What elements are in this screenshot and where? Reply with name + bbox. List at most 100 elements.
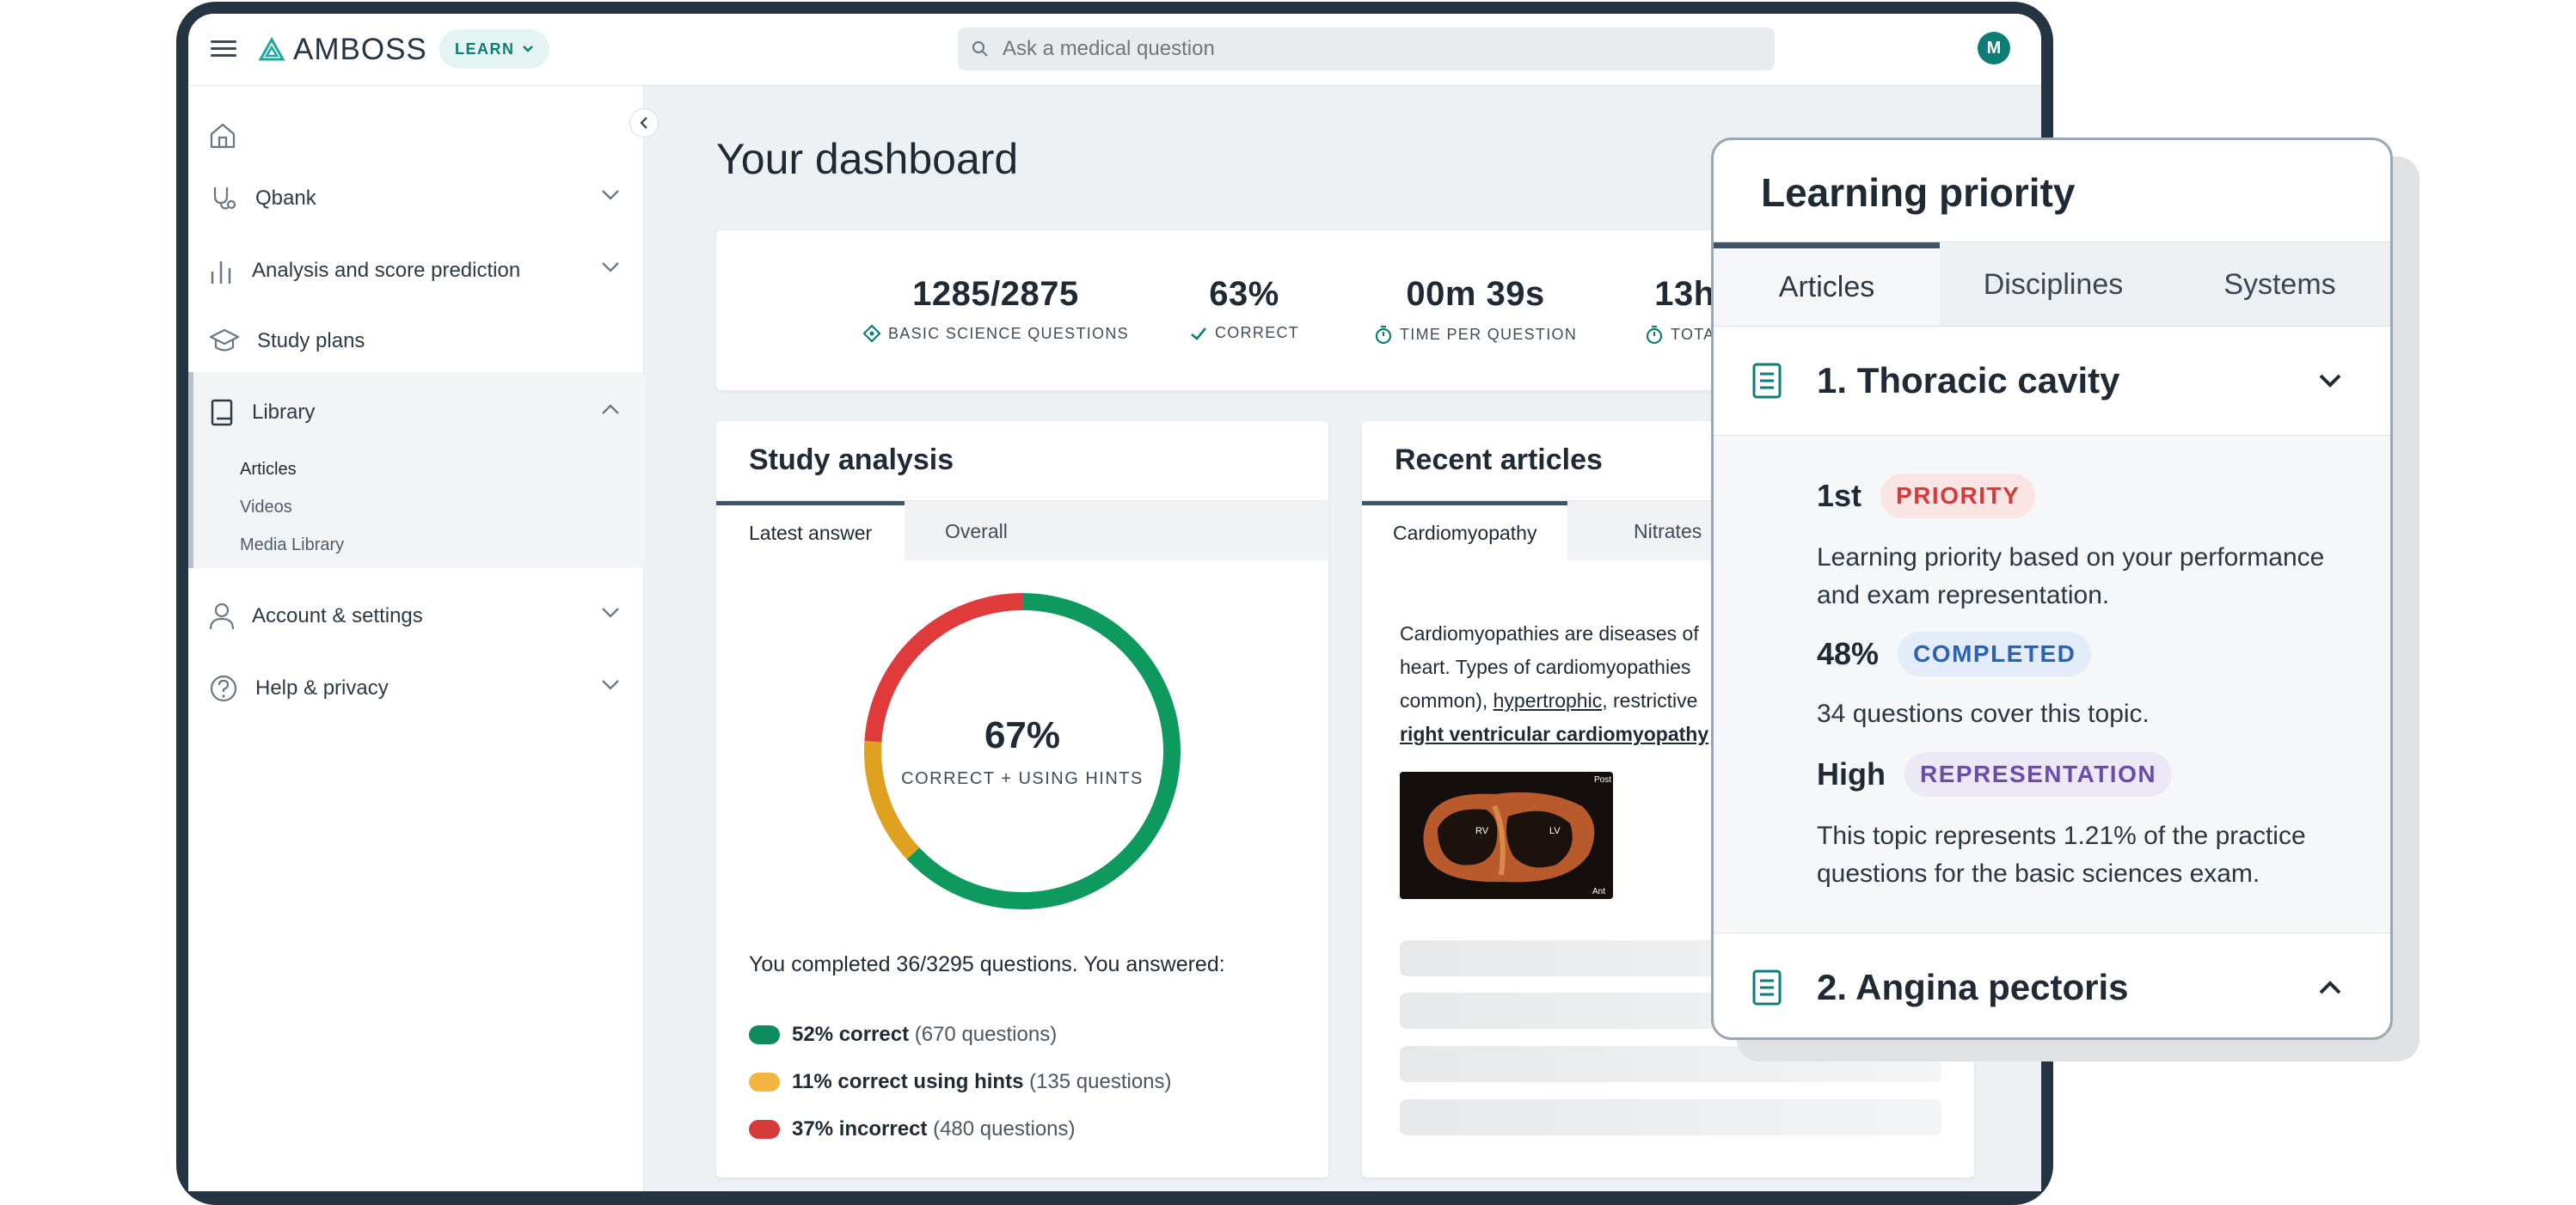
chevron-down-icon [522,46,533,52]
stethoscope-icon [213,187,236,210]
completed-value: 48% [1817,636,1880,671]
amboss-logo[interactable]: AMBOSS [259,31,427,69]
tab-articles[interactable]: Articles [1714,242,1940,327]
completed-badge: COMPLETED [1898,632,2092,676]
tab-overall[interactable]: Overall [945,519,1008,542]
priority-item-title: 2. Angina pectoris [1817,967,2129,1007]
priority-metric: 1st PRIORITY [1817,474,2036,518]
card-title: Study analysis [749,443,954,476]
mode-dropdown[interactable]: LEARN [439,29,549,69]
priority-item-angina-pectoris[interactable]: 2. Angina pectoris [1714,933,2390,1037]
study-analysis-card: Study analysis Latest answer Overall 67%… [716,421,1328,1177]
home-icon[interactable] [207,120,238,156]
representation-metric: High REPRESENTATION [1817,752,2173,797]
library-sub-media-library[interactable]: Media Library [240,535,345,554]
card-title: Recent articles [1395,443,1603,476]
tab-latest-answer[interactable]: Latest answer [716,501,905,561]
sidebar-item-label: Account & settings [252,604,423,627]
legend-item-hints: 11% correct using hints (135 questions) [749,1070,1172,1094]
sidebar-item-label: Library [252,401,316,424]
chevron-down-icon [602,680,619,690]
panel-title: Learning priority [1761,170,2076,215]
stat-value: 00m 39s [1406,275,1545,313]
hamburger-menu-icon[interactable] [211,36,236,62]
sidebar-item-label: Study plans [257,329,365,352]
sidebar: Qbank Analysis and score prediction Stud… [188,86,644,1191]
top-bar: AMBOSS LEARN M [188,14,2041,86]
article-excerpt: Cardiomyopathies are diseases of heart. … [1400,617,1974,751]
legend-swatch [749,1073,780,1092]
donut-percent: 67% [984,713,1061,756]
image-label-ant: Ant [1592,887,1605,896]
learning-priority-tabs: Articles Disciplines Systems [1714,242,2390,327]
legend-rest: (480 questions) [927,1117,1076,1141]
sidebar-item-label: Qbank [255,187,316,210]
tab-disciplines[interactable]: Disciplines [1983,267,2124,301]
stat-value: 1285/2875 [912,275,1079,313]
legend-swatch [749,1120,780,1139]
stopwatch-icon [1646,325,1663,345]
priority-value: 1st [1817,478,1862,513]
article-link-rv-cardiomyopathy[interactable]: right ventricular cardiomyopathy [1400,723,1709,745]
user-icon [209,602,235,630]
stopwatch-icon [1375,325,1392,345]
chevron-down-icon [602,190,619,200]
mode-label: LEARN [455,40,515,58]
search-bar[interactable] [958,28,1775,70]
stat-correct: 63% CORRECT [1189,275,1299,342]
search-input[interactable] [1001,36,1740,62]
article-line: , restrictive [1602,689,1698,712]
chevron-up-icon [2319,981,2341,994]
sidebar-item-account-settings[interactable]: Account & settings [188,586,644,646]
article-link-hypertrophic[interactable]: hypertrophic [1493,689,1603,712]
learning-priority-panel: Learning priority Articles Disciplines S… [1711,138,2393,1040]
sidebar-item-analysis[interactable]: Analysis and score prediction [188,241,644,301]
document-icon [1752,363,1782,399]
check-icon [1191,327,1206,340]
user-avatar[interactable]: M [1978,32,2010,64]
priority-description: Learning priority based on your performa… [1817,543,2325,609]
legend-item-incorrect: 37% incorrect (480 questions) [749,1117,1076,1141]
sidebar-item-qbank[interactable]: Qbank [188,168,644,229]
document-icon [1752,970,1782,1006]
priority-badge: PRIORITY [1880,474,2036,518]
sidebar-item-library[interactable]: Library [188,382,644,443]
image-label-lv: LV [1549,826,1561,836]
sidebar-library-section: Library Articles Videos Media Library [188,372,644,568]
priority-item-thoracic-cavity[interactable]: 1. Thoracic cavity [1714,326,2390,436]
sidebar-item-label: Analysis and score prediction [252,259,521,282]
legend-item-correct: 52% correct (670 questions) [749,1023,1057,1047]
legend-bold: 52% correct [792,1023,910,1046]
sidebar-item-study-plans[interactable]: Study plans [188,311,644,371]
representation-badge: REPRESENTATION [1904,752,2173,797]
tab-cardiomyopathy[interactable]: Cardiomyopathy [1362,501,1568,561]
stat-label: TOTAL [1671,325,1725,343]
stat-basic-science: 1285/2875 BASIC SCIENCE QUESTIONS [862,275,1129,343]
legend-rest: (135 questions) [1023,1070,1172,1093]
stat-value: 63% [1209,275,1279,313]
heart-cross-section-image[interactable]: Post Ant RV LV [1400,772,1613,899]
amboss-logo-icon [259,37,285,61]
stat-label: TIME PER QUESTION [1400,325,1578,343]
article-line: common), [1400,689,1493,712]
loading-skeleton [1400,1099,1941,1135]
stat-label: BASIC SCIENCE QUESTIONS [888,324,1129,342]
priority-item-details: 1st PRIORITY Learning priority based on … [1714,436,2390,933]
article-line: Cardiomyopathies are diseases of [1400,622,1699,645]
library-sub-articles[interactable]: Articles [240,460,297,479]
stat-label: CORRECT [1215,324,1300,341]
tab-nitrates[interactable]: Nitrates [1634,519,1702,542]
image-label-post: Post [1594,775,1611,785]
chevron-down-icon [2319,374,2341,388]
completed-description: 34 questions cover this topic. [1817,700,2150,728]
collapse-sidebar-button[interactable] [629,108,659,138]
sidebar-item-help-privacy[interactable]: Help & privacy [188,658,644,719]
stat-total: 13h TOTAL [1645,275,1725,345]
tab-systems[interactable]: Systems [2223,267,2336,301]
image-label-rv: RV [1475,826,1489,836]
chevron-up-icon [602,404,619,414]
chevron-left-icon [640,117,647,129]
legend-bold: 37% incorrect [792,1117,928,1141]
article-line: heart. Types of cardiomyopathies [1400,656,1691,678]
library-sub-videos[interactable]: Videos [240,498,292,517]
